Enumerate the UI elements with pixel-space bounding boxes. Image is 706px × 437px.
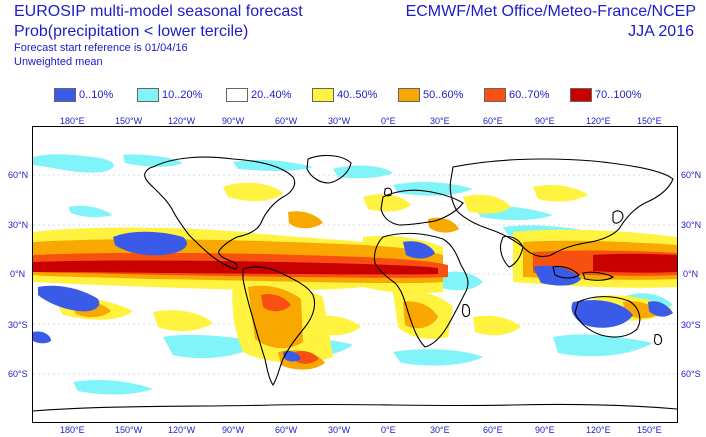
prob-0-10-areas <box>33 231 673 362</box>
lat-label-right: 0°N <box>683 269 699 279</box>
lon-label-bottom: 150°W <box>115 425 143 435</box>
lon-label-top: 0°E <box>381 116 396 126</box>
coastlines <box>33 154 677 412</box>
lat-label-left: 30°N <box>8 220 29 230</box>
lon-label-top: 60°W <box>275 116 298 126</box>
map-title: EUROSIP multi-model seasonal forecast <box>14 3 303 20</box>
legend-item: 10..20% <box>137 88 202 102</box>
legend-item: 70..100% <box>570 88 641 102</box>
forecast-start-reference: Forecast start reference is 01/04/16 <box>14 42 188 54</box>
lat-label-right: 30°N <box>681 220 702 230</box>
legend-item: 20..40% <box>226 88 291 102</box>
lon-label-bottom: 60°E <box>483 425 503 435</box>
lon-label-bottom: 120°E <box>586 425 611 435</box>
lon-label-bottom: 60°W <box>275 425 298 435</box>
legend-label: 0..10% <box>79 89 114 101</box>
legend-swatch <box>137 88 159 102</box>
legend-swatch <box>398 88 420 102</box>
legend-swatch <box>570 88 592 102</box>
lon-label-top: 90°W <box>222 116 245 126</box>
forecast-season: JJA 2016 <box>628 23 694 40</box>
lon-label-top: 180°E <box>60 116 85 126</box>
lat-label-left: 0°N <box>10 269 26 279</box>
legend-item: 0..10% <box>54 88 113 102</box>
lon-label-top: 30°E <box>430 116 450 126</box>
weighting-note: Unweighted mean <box>14 56 103 68</box>
lat-label-left: 30°S <box>8 320 28 330</box>
map-subtitle: Prob(precipitation < lower tercile) <box>14 23 249 40</box>
legend-label: 60..70% <box>509 89 550 101</box>
lon-label-bottom: 30°W <box>328 425 351 435</box>
lon-label-top: 30°W <box>328 116 351 126</box>
legend-label: 40..50% <box>337 89 378 101</box>
prob-70-100-areas <box>33 253 677 275</box>
legend-item: 50..60% <box>398 88 463 102</box>
lon-label-bottom: 90°W <box>222 425 245 435</box>
lat-label-right: 60°N <box>681 170 702 180</box>
lon-label-bottom: 180°E <box>60 425 85 435</box>
map-canvas <box>33 154 677 412</box>
lon-label-bottom: 90°E <box>535 425 555 435</box>
lon-label-top: 120°W <box>168 116 196 126</box>
legend-label: 20..40% <box>251 89 292 101</box>
lon-label-top: 60°E <box>483 116 503 126</box>
model-centres: ECMWF/Met Office/Meteo-France/NCEP <box>405 3 696 20</box>
legend-swatch <box>226 88 248 102</box>
lat-label-right: 30°S <box>681 320 701 330</box>
lon-label-top: 90°E <box>535 116 555 126</box>
legend-label: 70..100% <box>595 89 642 101</box>
lon-label-bottom: 30°E <box>430 425 450 435</box>
legend-swatch <box>484 88 506 102</box>
world-probability-map <box>32 126 678 423</box>
lon-label-top: 150°W <box>115 116 143 126</box>
probability-legend: 0..10% 10..20% 20..40% 40..50% 50..60% 6… <box>54 88 674 104</box>
lat-label-left: 60°N <box>8 170 29 180</box>
lon-label-bottom: 150°E <box>637 425 662 435</box>
lat-label-right: 60°S <box>681 369 701 379</box>
lon-label-top: 120°E <box>586 116 611 126</box>
legend-swatch <box>312 88 334 102</box>
legend-item: 40..50% <box>312 88 377 102</box>
legend-label: 10..20% <box>162 89 203 101</box>
lon-label-top: 150°E <box>637 116 662 126</box>
lon-label-bottom: 0°E <box>381 425 396 435</box>
legend-label: 50..60% <box>423 89 464 101</box>
lat-label-left: 60°S <box>8 369 28 379</box>
legend-swatch <box>54 88 76 102</box>
lon-label-bottom: 120°W <box>168 425 196 435</box>
legend-item: 60..70% <box>484 88 549 102</box>
